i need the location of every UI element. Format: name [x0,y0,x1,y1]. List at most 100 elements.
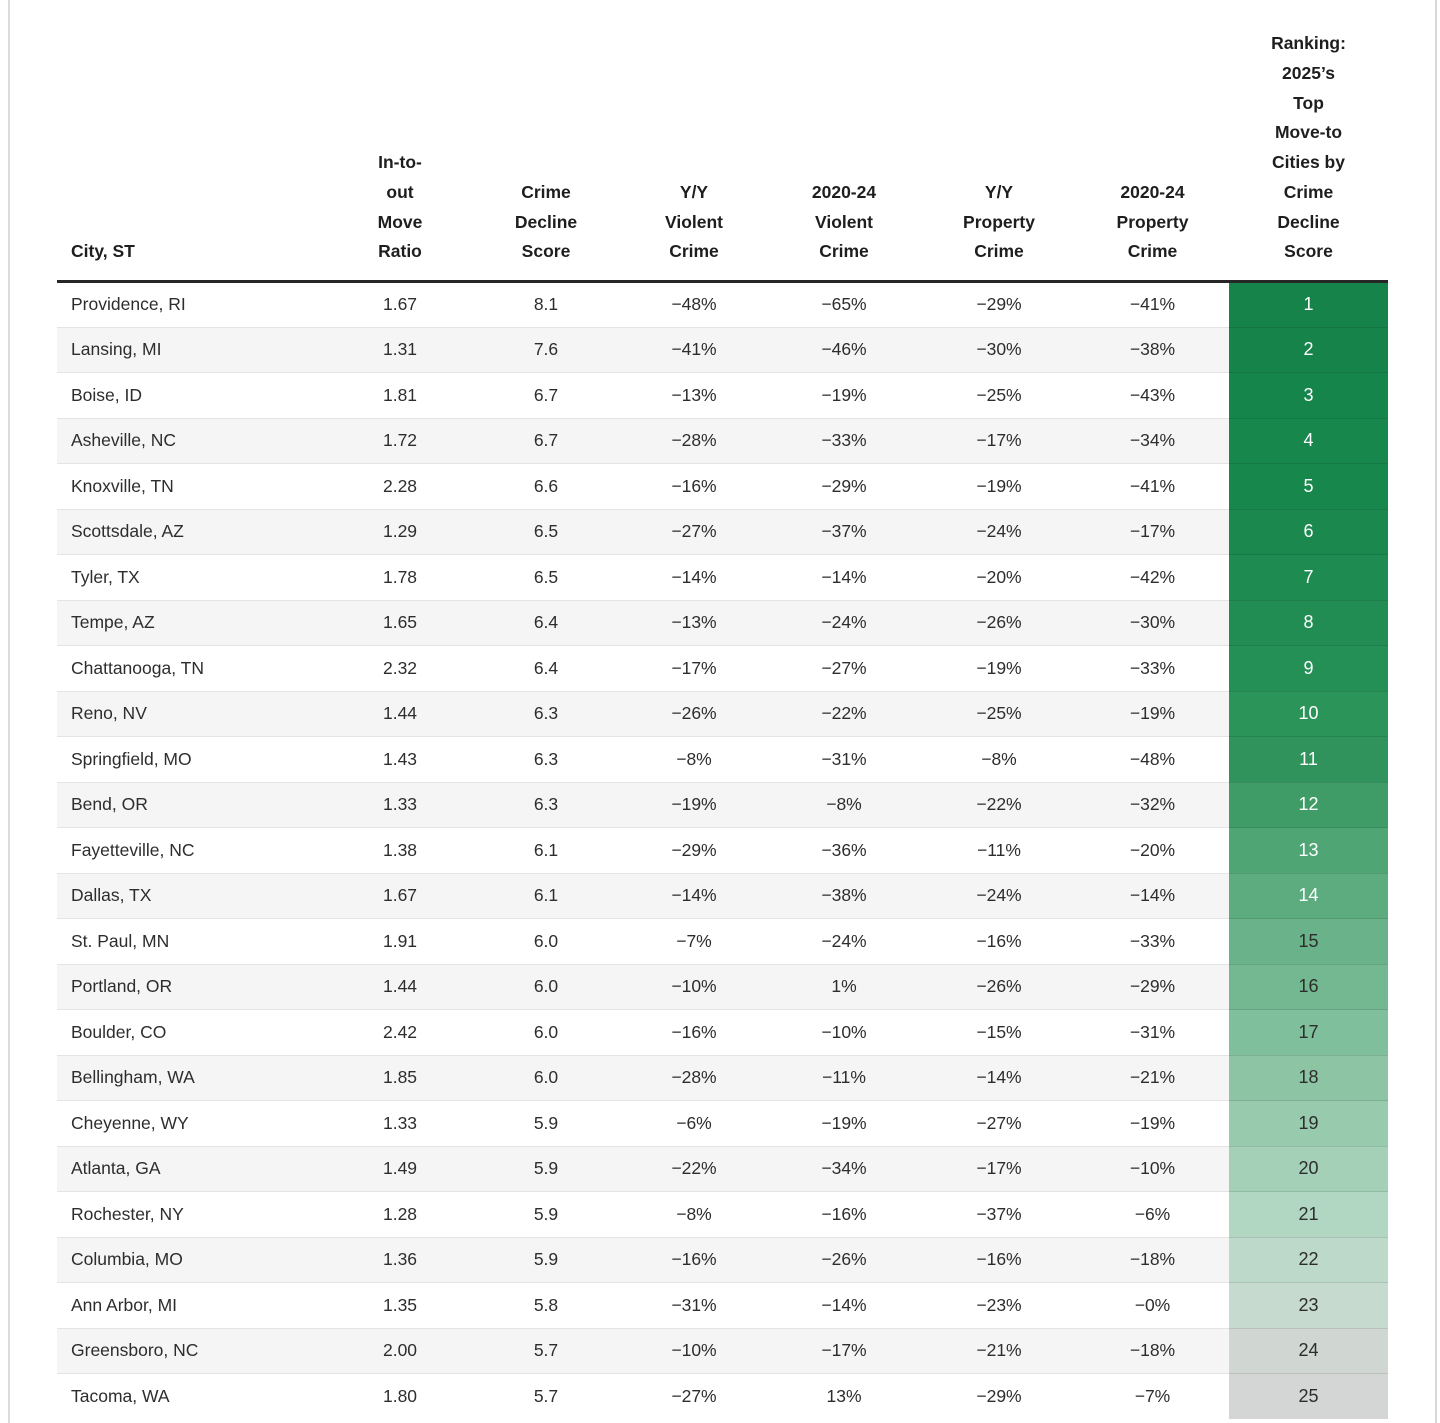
cell-move-ratio: 1.67 [330,872,470,919]
cell-crime-decline-score: 6.0 [470,1054,622,1101]
cell-move-ratio: 1.78 [330,554,470,600]
cell-rank: 3 [1229,372,1388,418]
table-row: Providence, RI 1.67 8.1 −48% −65% −29% −41% 1 [57,281,1388,327]
cell-rank: 23 [1229,1282,1388,1328]
table-row: Atlanta, GA 1.49 5.9 −22% −34% −17% −10% 20 [57,1145,1388,1192]
cell-yy-property-crime: −24% [922,508,1076,555]
cell-yy-property-crime: −29% [922,1373,1076,1419]
cell-2020-24-violent-crime: 13% [766,1373,922,1419]
cell-rank: 25 [1229,1373,1388,1419]
cell-yy-violent-crime: −31% [622,1282,766,1328]
cell-city-st: Tacoma, WA [57,1373,330,1419]
cell-2020-24-property-crime: −48% [1076,736,1229,782]
cell-2020-24-violent-crime: −17% [766,1327,922,1374]
cell-city-st: Fayetteville, NC [57,827,330,873]
cell-yy-property-crime: −26% [922,599,1076,646]
cell-2020-24-violent-crime: −14% [766,554,922,600]
cell-2020-24-property-crime: −29% [1076,963,1229,1010]
cell-2020-24-property-crime: −33% [1076,645,1229,691]
cell-2020-24-property-crime: −18% [1076,1327,1229,1374]
cell-move-ratio: 1.44 [330,963,470,1010]
cell-city-st: Reno, NV [57,690,330,737]
cell-crime-decline-score: 6.3 [470,736,622,782]
cell-yy-violent-crime: −27% [622,1373,766,1419]
cell-crime-decline-score: 6.3 [470,781,622,828]
cell-move-ratio: 1.33 [330,1100,470,1146]
col-header-2020-24-property-crime: 2020-24 Property Crime [1076,0,1229,283]
cell-2020-24-violent-crime: −31% [766,736,922,782]
cell-yy-property-crime: −19% [922,645,1076,691]
cell-crime-decline-score: 6.0 [470,918,622,964]
cell-2020-24-violent-crime: −19% [766,372,922,418]
cell-yy-property-crime: −37% [922,1191,1076,1237]
left-edge-divider [8,0,10,1423]
cell-2020-24-violent-crime: 1% [766,963,922,1010]
cell-rank: 1 [1229,281,1388,327]
cell-yy-violent-crime: −14% [622,554,766,600]
cell-yy-property-crime: −17% [922,417,1076,464]
cell-city-st: Boise, ID [57,372,330,418]
table-row: Tacoma, WA 1.80 5.7 −27% 13% −29% −7% 25 [57,1373,1388,1419]
cell-yy-violent-crime: −28% [622,1054,766,1101]
col-header-in-to-out-move-ratio: In-to- out Move Ratio [330,0,470,283]
cell-yy-property-crime: −30% [922,326,1076,373]
cell-yy-violent-crime: −6% [622,1100,766,1146]
cell-crime-decline-score: 6.4 [470,599,622,646]
table-row: St. Paul, MN 1.91 6.0 −7% −24% −16% −33% 15 [57,918,1388,964]
cell-crime-decline-score: 8.1 [470,281,622,327]
cell-crime-decline-score: 6.1 [470,872,622,919]
cell-yy-property-crime: −24% [922,872,1076,919]
table-row: Dallas, TX 1.67 6.1 −14% −38% −24% −14% 14 [57,872,1388,919]
cell-rank: 19 [1229,1100,1388,1146]
cell-2020-24-property-crime: −19% [1076,1100,1229,1146]
cell-move-ratio: 1.36 [330,1236,470,1283]
cell-2020-24-violent-crime: −24% [766,599,922,646]
cell-yy-property-crime: −22% [922,781,1076,828]
cell-move-ratio: 2.42 [330,1009,470,1055]
cell-yy-violent-crime: −26% [622,690,766,737]
cell-2020-24-violent-crime: −8% [766,781,922,828]
table-row: Columbia, MO 1.36 5.9 −16% −26% −16% −18% 22 [57,1236,1388,1283]
cell-2020-24-property-crime: −0% [1076,1282,1229,1328]
cell-2020-24-violent-crime: −24% [766,918,922,964]
cell-city-st: Bend, OR [57,781,330,828]
cell-crime-decline-score: 5.9 [470,1191,622,1237]
cell-city-st: Greensboro, NC [57,1327,330,1374]
cell-yy-violent-crime: −8% [622,1191,766,1237]
cell-crime-decline-score: 5.7 [470,1327,622,1374]
cell-city-st: Atlanta, GA [57,1145,330,1192]
cell-yy-property-crime: −25% [922,690,1076,737]
col-header-city-st: City, ST [57,0,330,283]
cell-yy-property-crime: −11% [922,827,1076,873]
cell-yy-property-crime: −8% [922,736,1076,782]
cell-city-st: Providence, RI [57,281,330,327]
cell-yy-violent-crime: −29% [622,827,766,873]
cell-move-ratio: 1.33 [330,781,470,828]
table-body: Providence, RI 1.67 8.1 −48% −65% −29% −41% 1 La… [57,281,1388,1419]
cell-city-st: Portland, OR [57,963,330,1010]
cell-2020-24-property-crime: −6% [1076,1191,1229,1237]
cell-city-st: Scottsdale, AZ [57,508,330,555]
cell-crime-decline-score: 5.7 [470,1373,622,1419]
cell-move-ratio: 2.00 [330,1327,470,1374]
cell-city-st: Cheyenne, WY [57,1100,330,1146]
cell-2020-24-violent-crime: −19% [766,1100,922,1146]
cell-crime-decline-score: 7.6 [470,326,622,373]
cell-2020-24-violent-crime: −33% [766,417,922,464]
table-row: Ann Arbor, MI 1.35 5.8 −31% −14% −23% −0% 23 [57,1282,1388,1328]
cell-rank: 17 [1229,1009,1388,1055]
cell-move-ratio: 1.67 [330,281,470,327]
cell-move-ratio: 1.29 [330,508,470,555]
cell-2020-24-violent-crime: −46% [766,326,922,373]
cell-yy-property-crime: −29% [922,281,1076,327]
cell-city-st: Rochester, NY [57,1191,330,1237]
header-row: City, ST In-to- out Move Ratio Crime Dec… [57,0,1388,283]
cell-yy-property-crime: −23% [922,1282,1076,1328]
cell-2020-24-property-crime: −43% [1076,372,1229,418]
cell-move-ratio: 1.91 [330,918,470,964]
cell-yy-violent-crime: −19% [622,781,766,828]
table-header: City, ST In-to- out Move Ratio Crime Dec… [57,0,1388,283]
cell-move-ratio: 1.43 [330,736,470,782]
cell-2020-24-violent-crime: −34% [766,1145,922,1192]
